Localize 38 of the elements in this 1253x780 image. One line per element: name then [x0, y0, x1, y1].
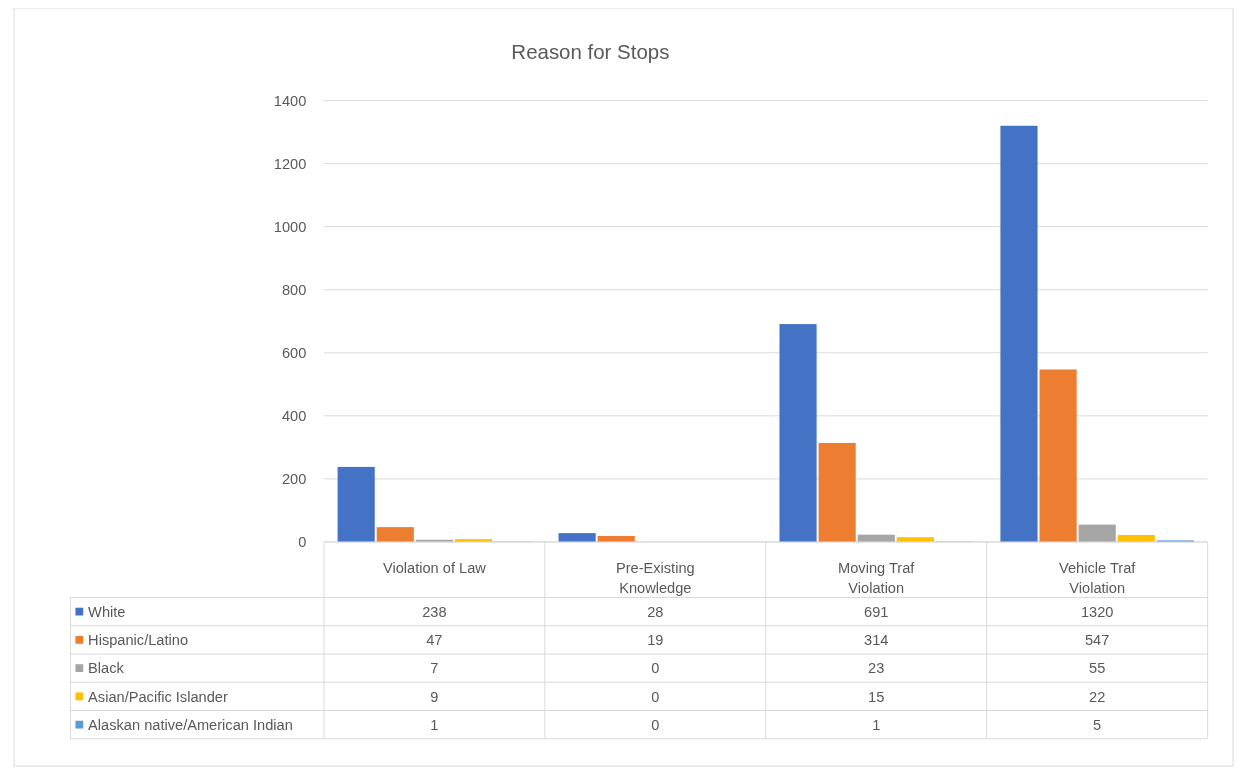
legend-label: Alaskan native/American Indian — [88, 716, 293, 733]
data-label: 15 — [868, 688, 885, 705]
data-label: 238 — [422, 603, 447, 620]
data-label: 314 — [864, 631, 889, 648]
data-label: 1320 — [1080, 603, 1114, 620]
y-tick-label: 200 — [281, 471, 307, 488]
x-tick-label: Vehicle Traf Violation — [1059, 560, 1137, 596]
y-tick-label: 0 — [298, 534, 307, 551]
data-label: 47 — [426, 631, 443, 648]
data-label: 0 — [651, 716, 660, 733]
y-tick-label: 1000 — [273, 218, 307, 235]
y-tick-label: 800 — [281, 281, 307, 298]
data-label: 9 — [430, 688, 439, 705]
data-label: 0 — [651, 688, 660, 705]
data-label: 691 — [864, 603, 889, 620]
data-label: 23 — [868, 660, 885, 677]
chart-title: Reason for Stops — [511, 39, 670, 63]
data-label: 0 — [651, 660, 660, 677]
data-label: 19 — [647, 631, 664, 648]
data-label: 1 — [872, 716, 881, 733]
y-tick-label: 1200 — [273, 155, 307, 172]
data-label: 7 — [430, 660, 439, 677]
data-label: 22 — [1089, 688, 1106, 705]
data-label: 55 — [1089, 660, 1106, 677]
legend-label: Asian/Pacific Islander — [88, 688, 228, 705]
data-label: 5 — [1093, 716, 1102, 733]
data-label: 28 — [647, 603, 664, 620]
y-tick-label: 1400 — [273, 92, 307, 109]
x-tick-label: Pre-Existing Knowledge — [615, 560, 695, 596]
x-tick-label: Violation of Law — [382, 560, 487, 577]
x-tick-label: Moving Traf Violation — [838, 560, 916, 596]
data-label: 1 — [430, 716, 439, 733]
y-tick-label: 400 — [281, 407, 307, 424]
legend-label: Black — [88, 660, 125, 677]
legend-label: Hispanic/Latino — [88, 631, 189, 648]
y-tick-label: 600 — [281, 344, 307, 361]
legend-label: White — [88, 603, 126, 620]
data-label: 547 — [1084, 631, 1110, 648]
